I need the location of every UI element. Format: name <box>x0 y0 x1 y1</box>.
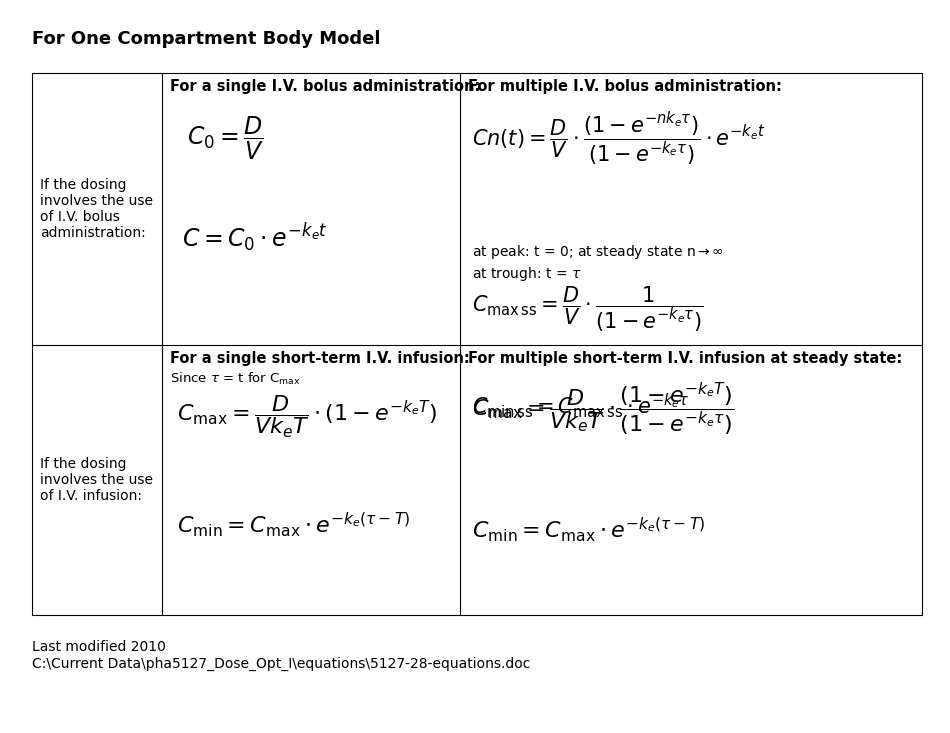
Text: If the dosing
involves the use
of I.V. infusion:: If the dosing involves the use of I.V. i… <box>41 457 154 503</box>
Text: For multiple short-term I.V. infusion at steady state:: For multiple short-term I.V. infusion at… <box>468 351 902 366</box>
Text: $C_0 = \dfrac{D}{V}$: $C_0 = \dfrac{D}{V}$ <box>187 115 264 163</box>
Text: $C = C_0 \cdot e^{-k_e t}$: $C = C_0 \cdot e^{-k_e t}$ <box>182 221 328 254</box>
Text: $C_{\mathrm{min}} = C_{\mathrm{max}} \cdot e^{-k_e(\tau - T)}$: $C_{\mathrm{min}} = C_{\mathrm{max}} \cd… <box>472 515 705 544</box>
Text: $C_{\mathrm{max}} = \dfrac{D}{Vk_e T} \cdot \left(1 - e^{-k_e T}\right)$: $C_{\mathrm{max}} = \dfrac{D}{Vk_e T} \c… <box>177 393 438 440</box>
Text: $C_{\mathrm{max\,ss}} = \dfrac{D}{V} \cdot \dfrac{1}{(1 - e^{-k_e\tau})}$: $C_{\mathrm{max\,ss}} = \dfrac{D}{V} \cd… <box>472 285 704 334</box>
Text: For multiple I.V. bolus administration:: For multiple I.V. bolus administration: <box>468 79 782 94</box>
Text: at trough: t = $\tau$: at trough: t = $\tau$ <box>472 265 581 283</box>
Text: at peak: t = 0; at steady state n$\rightarrow\infty$: at peak: t = 0; at steady state n$\right… <box>472 243 724 261</box>
Text: For One Compartment Body Model: For One Compartment Body Model <box>32 30 381 48</box>
Text: $Cn(t) = \dfrac{D}{V} \cdot \dfrac{\left(1 - e^{-nk_e\tau}\right)}{\left(1 - e^{: $Cn(t) = \dfrac{D}{V} \cdot \dfrac{\left… <box>472 111 766 169</box>
Text: If the dosing
involves the use
of I.V. bolus
administration:: If the dosing involves the use of I.V. b… <box>41 177 154 240</box>
Text: C:\Current Data\pha5127_Dose_Opt_I\equations\5127-28-equations.doc: C:\Current Data\pha5127_Dose_Opt_I\equat… <box>32 657 530 671</box>
Text: Last modified 2010: Last modified 2010 <box>32 640 166 654</box>
Text: For a single short-term I.V. infusion:: For a single short-term I.V. infusion: <box>170 351 469 366</box>
Text: Since $\tau$ = t for C$_{\mathrm{max}}$: Since $\tau$ = t for C$_{\mathrm{max}}$ <box>170 371 301 387</box>
Text: For a single I.V. bolus administration:: For a single I.V. bolus administration: <box>170 79 481 94</box>
Text: $C_{\mathrm{min\,ss}} = C_{\mathrm{max\,ss}} \cdot e^{-k_e\tau}$: $C_{\mathrm{min\,ss}} = C_{\mathrm{max\,… <box>472 391 690 420</box>
Text: $C_{\mathrm{min}} = C_{\mathrm{max}} \cdot e^{-k_e(\tau - T)}$: $C_{\mathrm{min}} = C_{\mathrm{max}} \cd… <box>177 510 410 539</box>
Text: $C_{\mathrm{max}} = \dfrac{D}{Vk_e T} \cdot \dfrac{\left(1 - e^{-k_e T}\right)}{: $C_{\mathrm{max}} = \dfrac{D}{Vk_e T} \c… <box>472 380 734 438</box>
Bar <box>32 73 922 615</box>
